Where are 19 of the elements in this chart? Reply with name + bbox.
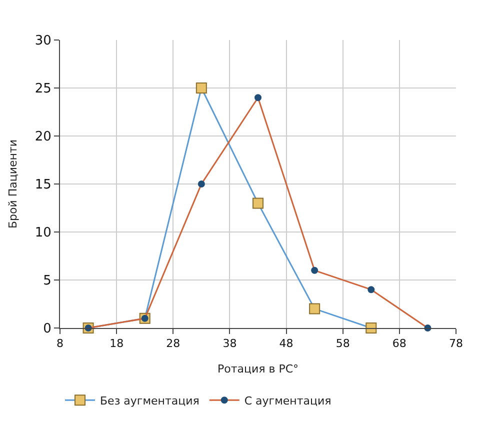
x-tick-label: 38 [222, 337, 237, 350]
x-tick-label: 18 [110, 337, 124, 350]
y-tick-label: 20 [34, 130, 52, 145]
y-tick-label: 25 [34, 82, 52, 97]
x-tick-label: 48 [279, 337, 294, 350]
x-tick-label: 8 [56, 337, 64, 350]
x-tick-label: 28 [166, 337, 180, 350]
y-tick-label: 0 [43, 322, 52, 337]
x-axis-title: Ротация в PC° [217, 362, 299, 376]
x-tick-label: 58 [336, 337, 350, 350]
y-tick-label: 15 [34, 178, 52, 193]
x-tick-label: 78 [449, 337, 463, 350]
legend-label: Без аугментация [100, 394, 200, 408]
y-axis-title: Брой Пациенти [6, 139, 20, 229]
legend-label: С аугментация [244, 394, 332, 408]
y-tick-label: 10 [34, 226, 52, 241]
y-tick-label: 5 [43, 274, 52, 289]
x-tick-label: 68 [392, 337, 406, 350]
y-tick-label: 30 [34, 34, 52, 49]
